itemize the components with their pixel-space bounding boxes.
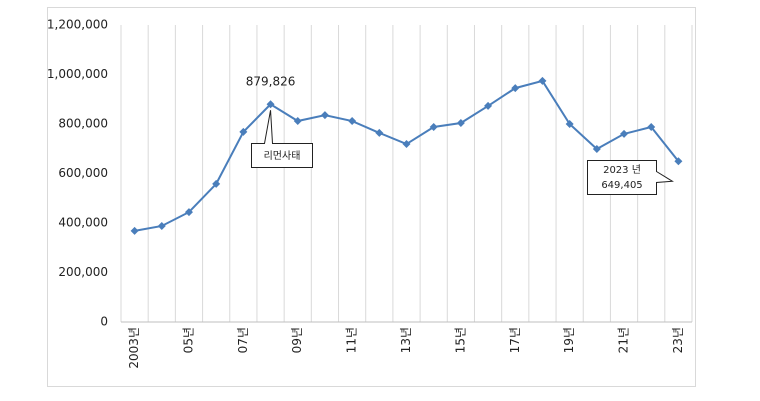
y-tick-label: 800,000 (58, 117, 108, 131)
x-tick-label: 13년 (399, 327, 413, 353)
y-tick-label: 0 (100, 315, 108, 329)
data-point (320, 111, 329, 120)
x-tick-label: 21년 (617, 327, 631, 353)
x-tick-label: 15년 (453, 327, 467, 353)
data-point (592, 144, 601, 153)
x-tick-label: 23년 (671, 327, 685, 353)
annotation: 리먼사태 (264, 150, 301, 162)
data-point (130, 226, 139, 235)
y-tick-label: 1,200,000 (47, 18, 108, 32)
chart-frame (47, 7, 696, 387)
data-point (620, 129, 629, 138)
y-tick-label: 1,000,000 (47, 67, 108, 81)
data-point (293, 117, 302, 126)
data-point (565, 120, 574, 128)
data-point (402, 140, 411, 149)
y-tick-label: 400,000 (58, 216, 108, 230)
data-point (239, 127, 248, 136)
y-tick-label: 600,000 (58, 166, 108, 180)
x-tick-label: 19년 (562, 327, 576, 353)
callout (587, 160, 674, 195)
x-tick-label: 17년 (508, 327, 522, 353)
data-point (184, 208, 193, 217)
x-tick-label: 11년 (345, 327, 359, 353)
data-point (266, 100, 275, 109)
data-point (212, 179, 221, 188)
x-tick-label: 05년 (181, 327, 195, 353)
annotation: 2023 년 (603, 164, 641, 176)
data-point (647, 122, 656, 131)
data-label: 879,826 (246, 75, 296, 89)
data-point (375, 128, 384, 137)
x-tick-label: 09년 (290, 327, 304, 353)
x-tick-label: 07년 (236, 327, 250, 353)
data-point (511, 84, 520, 93)
data-point (538, 76, 547, 85)
data-point (674, 157, 683, 166)
data-point (429, 122, 438, 131)
data-point (348, 117, 357, 126)
data-label: 649,405 (601, 180, 642, 191)
y-tick-label: 200,000 (58, 265, 108, 279)
data-point (456, 119, 465, 128)
callout (251, 110, 313, 168)
x-tick-label: 2003년 (127, 327, 141, 369)
data-point (484, 101, 493, 110)
data-point (157, 221, 166, 230)
